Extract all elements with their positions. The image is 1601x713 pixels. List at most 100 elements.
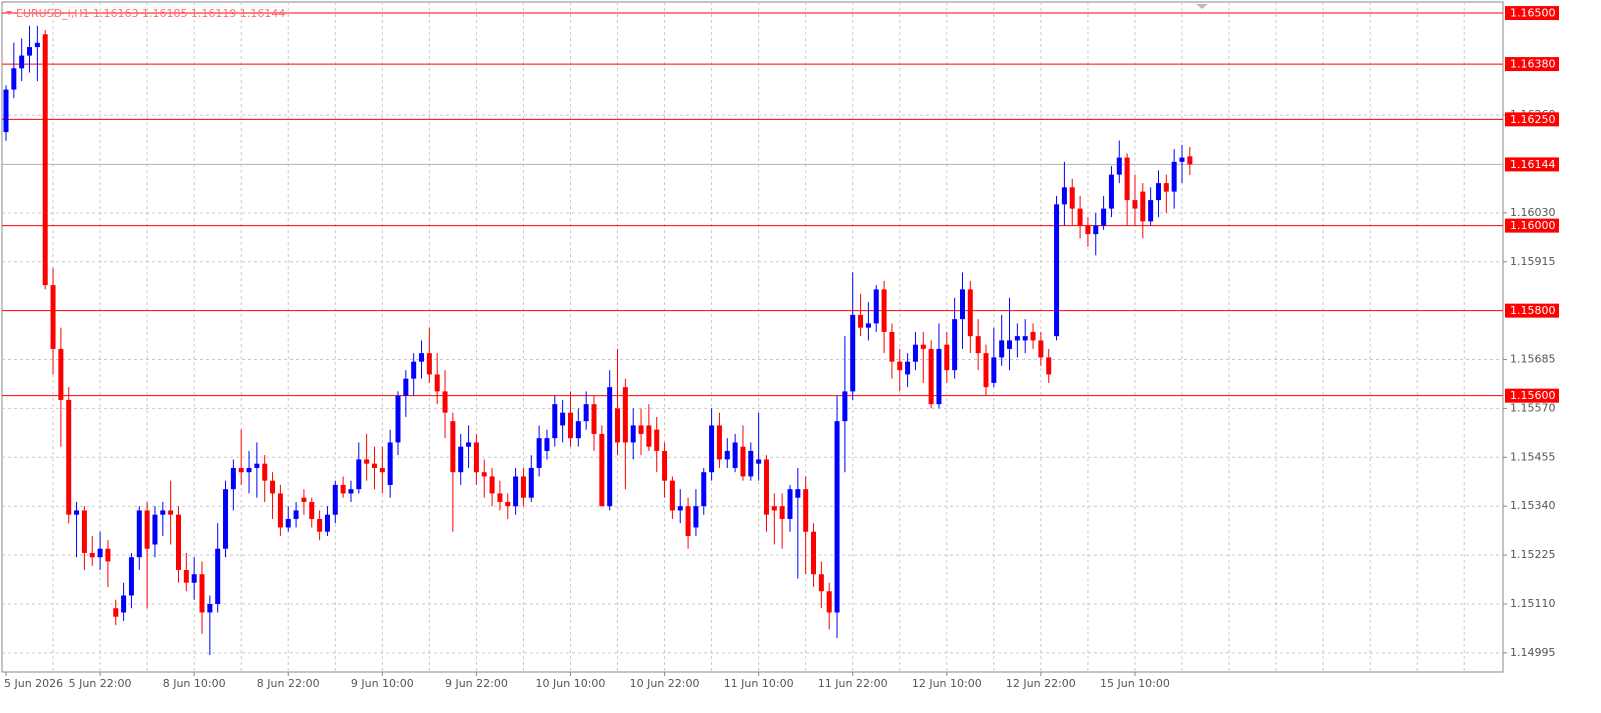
collapse-icon[interactable] bbox=[6, 11, 12, 15]
candle-body bbox=[1148, 200, 1154, 222]
candle-body bbox=[858, 314, 864, 328]
y-tick-label: 1.15685 bbox=[1510, 353, 1556, 366]
candle-body bbox=[458, 446, 464, 473]
candle-body bbox=[701, 472, 707, 507]
candle-body bbox=[834, 421, 840, 613]
candle-body bbox=[567, 412, 573, 439]
candle-body bbox=[716, 425, 722, 460]
x-tick-label: 15 Jun 10:00 bbox=[1100, 677, 1170, 690]
candle-body bbox=[669, 480, 675, 511]
x-tick-label: 10 Jun 10:00 bbox=[536, 677, 606, 690]
candle-body bbox=[246, 467, 252, 473]
candle-body bbox=[520, 476, 526, 498]
x-tick-label: 5 Jun 22:00 bbox=[69, 677, 132, 690]
candle-body bbox=[1030, 331, 1036, 341]
candle-body bbox=[928, 348, 934, 405]
candle-body bbox=[434, 374, 440, 392]
candle-body bbox=[27, 47, 33, 56]
candle-body bbox=[944, 344, 950, 371]
candle-body bbox=[497, 493, 503, 502]
candle-body bbox=[1038, 340, 1044, 358]
level-box bbox=[1505, 388, 1559, 403]
candle-body bbox=[1077, 208, 1083, 226]
x-tick-label: 11 Jun 22:00 bbox=[818, 677, 888, 690]
candle-body bbox=[528, 467, 534, 498]
level-label: 1.15600 bbox=[1510, 389, 1556, 402]
candle-body bbox=[560, 412, 566, 426]
level-label: 1.15800 bbox=[1510, 304, 1556, 317]
candle-body bbox=[42, 34, 48, 286]
y-tick-label: 1.14995 bbox=[1510, 646, 1556, 659]
candle-body bbox=[1116, 157, 1122, 175]
candle-body bbox=[662, 450, 668, 481]
candle-body bbox=[395, 395, 401, 443]
candle-body bbox=[685, 506, 691, 536]
candle-body bbox=[97, 548, 103, 558]
candle-body bbox=[615, 408, 621, 443]
candle-body bbox=[505, 501, 511, 507]
level-label: 1.16250 bbox=[1510, 113, 1556, 126]
candle-body bbox=[873, 289, 879, 324]
candle-body bbox=[709, 425, 715, 473]
candle-body bbox=[113, 608, 119, 617]
y-tick-label: 1.15340 bbox=[1510, 499, 1556, 512]
candle-body bbox=[175, 514, 181, 570]
candle-body bbox=[1101, 208, 1107, 226]
candle-body bbox=[1061, 187, 1067, 205]
candle-body bbox=[215, 548, 221, 604]
bid-label: 1.16144 bbox=[1510, 158, 1556, 171]
candle-body bbox=[599, 433, 605, 507]
candle-body bbox=[426, 353, 432, 375]
candle-body bbox=[1069, 187, 1075, 209]
candle-body bbox=[724, 450, 730, 460]
candle-body bbox=[693, 506, 699, 528]
candle-body bbox=[763, 459, 769, 515]
candle-body bbox=[999, 340, 1005, 358]
candle-body bbox=[513, 476, 519, 507]
y-tick-label: 1.15110 bbox=[1510, 597, 1556, 610]
candle-body bbox=[309, 501, 315, 519]
candle-body bbox=[1163, 183, 1169, 192]
y-tick-label: 1.15570 bbox=[1510, 401, 1556, 414]
x-tick-label: 12 Jun 22:00 bbox=[1006, 677, 1076, 690]
shift-marker bbox=[1196, 4, 1208, 9]
candle-body bbox=[1171, 161, 1177, 192]
candle-body bbox=[168, 510, 174, 515]
candle-body bbox=[967, 289, 973, 337]
candle-body bbox=[1155, 183, 1161, 201]
level-label: 1.16000 bbox=[1510, 219, 1556, 232]
candle-body bbox=[128, 557, 134, 596]
candle-body bbox=[787, 489, 793, 519]
candle-body bbox=[748, 450, 754, 477]
candle-body bbox=[740, 446, 746, 477]
candle-body bbox=[622, 387, 628, 443]
candle-body bbox=[677, 506, 683, 511]
candle-body bbox=[442, 391, 448, 413]
candle-body bbox=[1014, 336, 1020, 341]
grid: 1.14995 1.15110 1.15225 1.15340 1.15455 1.155… bbox=[2, 2, 1556, 690]
candle-body bbox=[89, 552, 95, 558]
candle-body bbox=[654, 429, 660, 451]
candle-body bbox=[552, 404, 558, 439]
candle-body bbox=[207, 603, 213, 613]
candle-body bbox=[419, 353, 425, 362]
candle-body bbox=[387, 442, 393, 485]
y-tick-label: 1.15915 bbox=[1510, 255, 1556, 268]
candle-body bbox=[826, 591, 832, 613]
candle-body bbox=[756, 459, 762, 464]
level-box bbox=[1505, 112, 1559, 127]
y-tick-label: 1.15455 bbox=[1510, 450, 1556, 463]
candle-body bbox=[356, 459, 362, 490]
candle-body bbox=[583, 404, 589, 422]
candle-body bbox=[223, 489, 229, 549]
candle-body bbox=[1124, 157, 1130, 201]
y-tick-label: 1.15225 bbox=[1510, 548, 1556, 561]
candle-body bbox=[136, 510, 142, 558]
candle-body bbox=[897, 361, 903, 371]
x-tick-label: 9 Jun 10:00 bbox=[351, 677, 414, 690]
chart-title: EURUSD_i,H1 1.16163 1.16185 1.16119 1.16… bbox=[16, 7, 285, 20]
candle-body bbox=[379, 467, 385, 473]
x-tick-label: 8 Jun 22:00 bbox=[257, 677, 320, 690]
candle-body bbox=[34, 42, 40, 48]
